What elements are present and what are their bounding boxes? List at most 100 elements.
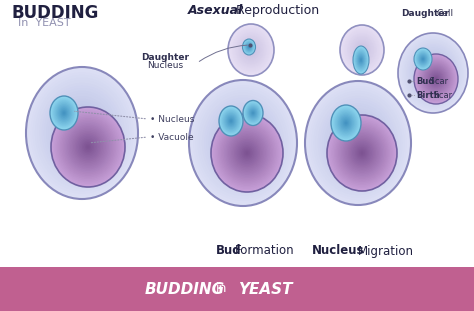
Ellipse shape [335,110,357,136]
Ellipse shape [343,119,349,127]
Ellipse shape [240,38,262,63]
Ellipse shape [75,125,89,141]
Text: Daughter: Daughter [401,9,449,18]
Ellipse shape [228,117,234,125]
Ellipse shape [35,77,129,188]
Ellipse shape [357,44,367,56]
Ellipse shape [237,135,249,151]
Ellipse shape [243,100,263,126]
Ellipse shape [230,26,272,74]
Ellipse shape [228,133,266,173]
Ellipse shape [327,115,397,191]
Ellipse shape [419,54,428,64]
Ellipse shape [355,146,369,160]
Ellipse shape [60,108,68,118]
Text: Daughter: Daughter [141,53,189,63]
Ellipse shape [361,49,363,51]
Ellipse shape [60,108,68,118]
Ellipse shape [224,120,263,166]
Ellipse shape [405,41,461,105]
Ellipse shape [420,61,452,97]
Ellipse shape [420,55,426,63]
Ellipse shape [355,42,369,58]
Ellipse shape [410,47,456,99]
Ellipse shape [238,35,264,65]
Ellipse shape [353,46,369,74]
Ellipse shape [245,42,253,52]
Ellipse shape [250,109,256,117]
Ellipse shape [340,116,352,130]
Ellipse shape [229,118,233,123]
Ellipse shape [222,127,272,179]
Ellipse shape [358,148,366,158]
Ellipse shape [195,88,291,198]
Ellipse shape [248,47,254,53]
Ellipse shape [422,60,444,86]
Ellipse shape [406,43,460,103]
Ellipse shape [57,114,119,181]
Ellipse shape [353,40,371,60]
Ellipse shape [426,67,447,91]
Ellipse shape [244,101,262,124]
Ellipse shape [54,110,122,184]
Ellipse shape [80,130,84,136]
Ellipse shape [333,121,392,185]
Ellipse shape [344,133,380,173]
Ellipse shape [359,150,365,156]
Ellipse shape [226,115,236,127]
Ellipse shape [422,58,424,60]
Text: Formation: Formation [235,244,295,258]
Ellipse shape [356,50,366,70]
Ellipse shape [413,51,453,95]
Ellipse shape [247,46,255,54]
Ellipse shape [232,130,254,156]
Ellipse shape [348,34,376,66]
Ellipse shape [316,93,401,193]
Ellipse shape [356,141,360,146]
Ellipse shape [248,106,258,119]
Ellipse shape [342,132,382,174]
Ellipse shape [351,37,374,63]
Ellipse shape [339,115,353,131]
Ellipse shape [403,39,463,107]
Text: BUDDING: BUDDING [12,4,100,22]
Ellipse shape [245,42,254,53]
Ellipse shape [246,104,261,123]
Ellipse shape [249,48,253,52]
Ellipse shape [419,55,427,63]
Ellipse shape [246,44,251,50]
Ellipse shape [231,136,263,170]
Ellipse shape [229,25,273,75]
Ellipse shape [341,123,375,163]
Ellipse shape [420,58,446,87]
Ellipse shape [235,31,267,69]
Ellipse shape [250,49,252,51]
Ellipse shape [214,117,280,189]
Ellipse shape [414,49,432,70]
Ellipse shape [243,39,255,54]
Ellipse shape [419,53,428,65]
Ellipse shape [415,49,431,69]
Ellipse shape [78,128,86,138]
Ellipse shape [356,147,368,159]
Ellipse shape [418,53,428,65]
Ellipse shape [348,138,376,168]
Ellipse shape [349,139,374,167]
Ellipse shape [417,52,429,67]
Ellipse shape [240,145,254,161]
Ellipse shape [244,102,262,124]
Ellipse shape [433,76,438,82]
Ellipse shape [354,48,368,72]
Ellipse shape [338,127,386,179]
Ellipse shape [71,120,93,146]
Ellipse shape [238,144,255,162]
Ellipse shape [305,81,411,205]
Ellipse shape [28,70,136,196]
Ellipse shape [248,46,249,48]
Ellipse shape [347,33,377,67]
Ellipse shape [415,55,457,103]
Ellipse shape [430,70,436,76]
Ellipse shape [218,122,276,184]
Ellipse shape [430,72,442,86]
Ellipse shape [251,111,255,115]
